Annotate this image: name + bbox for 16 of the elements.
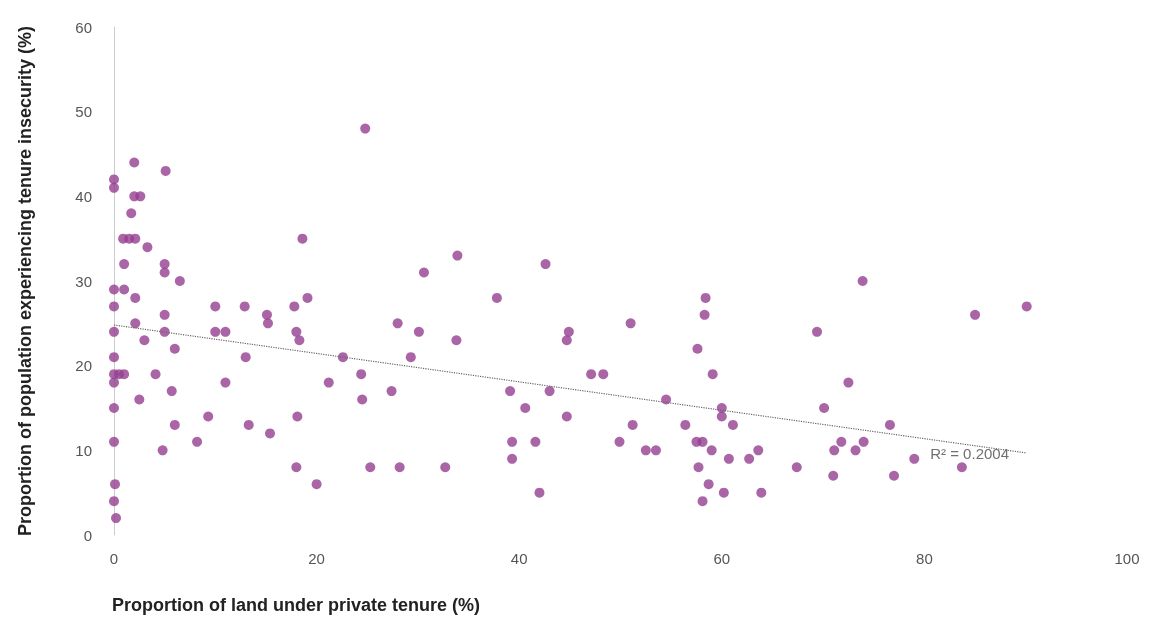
y-tick-label: 30: [75, 272, 92, 290]
annotation: R² = 0.2004: [930, 445, 1010, 462]
y-axis-title: Proportion of population experiencing tenure insecurity (%): [15, 25, 35, 537]
x-tick-label: 0: [109, 550, 119, 567]
y-tick-label: 40: [75, 187, 92, 205]
x-axis-title: Proportion of land under private tenure (%): [112, 595, 481, 615]
x-tick-label: 40: [510, 550, 528, 567]
x-tick-label: 60: [713, 550, 731, 567]
x-tick-label: 100: [1114, 550, 1140, 567]
y-tick-label: 10: [75, 441, 92, 459]
x-tick-label: 80: [916, 550, 933, 567]
x-tick-label: 20: [308, 550, 325, 567]
y-tick-label: 0: [83, 526, 92, 544]
y-tick-label: 50: [75, 103, 92, 121]
y-tick-label: 60: [75, 18, 92, 36]
y-tick-label: 20: [75, 357, 92, 375]
